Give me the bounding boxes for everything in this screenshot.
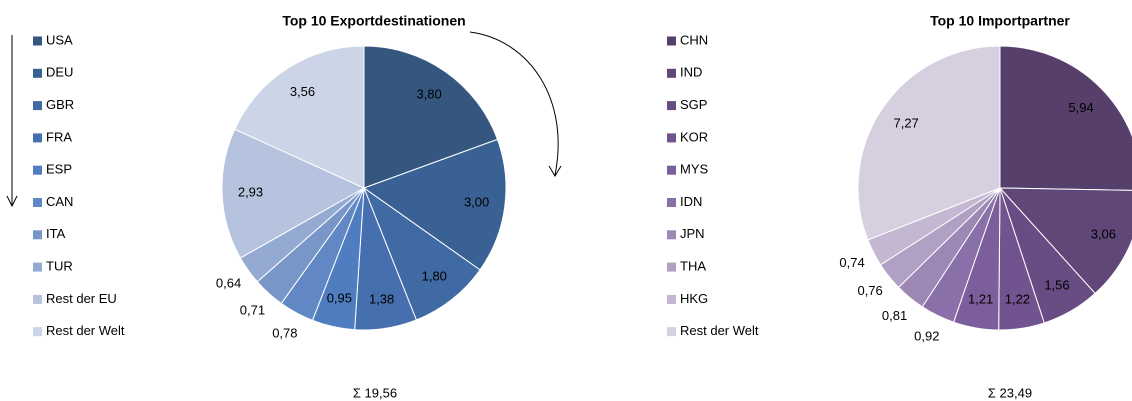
data-label: 3,56 (290, 84, 315, 99)
legend-label: GBR (46, 97, 74, 112)
data-label: 1,38 (369, 292, 394, 307)
legend-swatch (667, 327, 676, 337)
legend-swatch (667, 133, 676, 143)
legend-label: CAN (46, 194, 73, 209)
data-label: 5,94 (1068, 100, 1093, 115)
data-label: 0,71 (240, 303, 265, 318)
charts: Top 10 Exportdestinationen Σ 19,56 3,80 USA… (33, 13, 1132, 400)
data-label: 0,78 (272, 326, 297, 341)
data-label: 0,74 (839, 255, 864, 270)
legend-swatch (667, 68, 676, 78)
data-label: 3,80 (416, 86, 441, 101)
legend-swatch (667, 36, 676, 46)
total-label: Σ 19,56 (353, 385, 397, 400)
legend-swatch (33, 36, 42, 46)
data-label: 0,95 (327, 290, 352, 305)
arrow-head (6, 195, 18, 208)
legend-swatch (33, 230, 42, 240)
data-label: 0,81 (882, 308, 907, 323)
legend-label: THA (680, 259, 706, 274)
data-label: 1,22 (1005, 292, 1030, 307)
pie-slice (999, 45, 1132, 191)
legend-swatch (667, 198, 676, 207)
legend-label: USA (46, 32, 73, 47)
legend-label: Rest der Welt (680, 323, 759, 338)
legend-swatch (667, 294, 676, 304)
legend-label: IDN (680, 194, 702, 209)
legend-label: CHN (680, 32, 708, 47)
legend-label: Rest der EU (46, 291, 117, 306)
legend-swatch (667, 230, 676, 240)
total-label: Σ 23,49 (988, 385, 1032, 400)
legend-label: Rest der Welt (46, 323, 125, 338)
data-label: 1,80 (422, 269, 447, 284)
legend-label: ESP (46, 162, 72, 177)
legend-label: KOR (680, 129, 708, 144)
pie-slice (363, 45, 499, 189)
legend-swatch (33, 165, 42, 175)
arrow-head (548, 165, 562, 177)
chart-title: Top 10 Exportdestinationen (282, 13, 465, 29)
pie-slice (362, 186, 481, 321)
legend-label: FRA (46, 129, 72, 144)
data-label: 0,64 (216, 276, 241, 291)
direction-arrow (469, 31, 559, 176)
pie-slice (362, 138, 507, 271)
pie-slice (234, 45, 365, 189)
pie-slice (221, 128, 366, 259)
data-label: 3,06 (1091, 227, 1116, 242)
data-label: 0,76 (857, 283, 882, 298)
pie-slice (857, 45, 1001, 241)
data-label: 1,21 (968, 291, 993, 306)
legend-swatch (33, 198, 42, 207)
legend-label: HKG (680, 291, 708, 306)
legend-label: JPN (680, 226, 705, 241)
legend-label: DEU (46, 65, 73, 80)
pie-slice (998, 187, 1132, 295)
legend-swatch (33, 133, 42, 143)
legend-label: MYS (680, 162, 709, 177)
legend-swatch (33, 262, 42, 272)
legend-label: TUR (46, 259, 73, 274)
data-label: 0,92 (914, 329, 939, 344)
data-label: 2,93 (238, 184, 263, 199)
legend-swatch (33, 294, 42, 304)
legend-swatch (667, 101, 676, 111)
legend-swatch (33, 101, 42, 111)
legend-label: IND (680, 65, 702, 80)
legend-swatch (33, 327, 42, 337)
legend-label: ITA (46, 226, 66, 241)
data-label: 3,00 (464, 194, 489, 209)
legend-label: SGP (680, 97, 707, 112)
legend-swatch (667, 165, 676, 175)
data-label: 1,56 (1044, 278, 1069, 293)
legend-swatch (33, 68, 42, 78)
data-label: 7,27 (893, 115, 918, 130)
chart-title: Top 10 Importpartner (930, 13, 1070, 29)
legend-swatch (667, 262, 676, 272)
